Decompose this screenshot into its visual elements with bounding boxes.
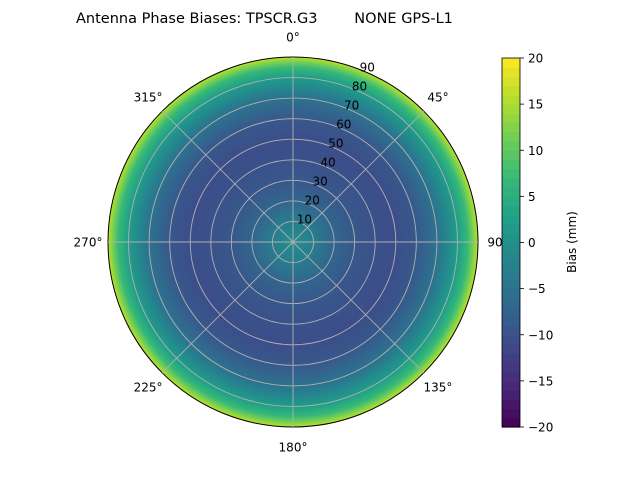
colorbar-segment xyxy=(502,104,520,114)
angular-tick-label: 315° xyxy=(134,91,163,105)
colorbar-tick-label: 10 xyxy=(528,144,543,158)
colorbar-tick-label: 5 xyxy=(528,190,536,204)
angular-tick-label: 180° xyxy=(279,441,308,455)
colorbar-tick-label: −20 xyxy=(528,421,553,435)
colorbar-segment xyxy=(502,58,520,68)
colorbar-segment xyxy=(502,288,520,299)
colorbar-segment xyxy=(502,214,520,225)
colorbar-segment xyxy=(502,343,520,354)
colorbar-segment xyxy=(502,417,520,428)
radial-tick-label: 60 xyxy=(336,117,351,131)
colorbar-segment xyxy=(502,141,520,151)
colorbar-segment xyxy=(502,168,520,179)
colorbar-segment xyxy=(502,224,520,234)
colorbar-segment xyxy=(502,94,520,105)
radial-tick-label: 40 xyxy=(320,155,335,169)
angular-tick-label: 0° xyxy=(286,31,300,45)
angular-gridline xyxy=(292,110,425,243)
radial-tick-label: 30 xyxy=(312,174,327,188)
colorbar-segment xyxy=(502,362,520,373)
colorbar-segment xyxy=(502,260,520,271)
colorbar: 20 15 10 5 0 −5 −10 −15 −20 xyxy=(501,52,553,435)
radial-tick-label: 90 xyxy=(360,60,375,74)
colorbar-label: Bias (mm) xyxy=(565,211,579,273)
angular-tick-label: 135° xyxy=(424,380,453,394)
radial-tick-label: 80 xyxy=(352,79,367,93)
colorbar-segment xyxy=(502,251,520,262)
angular-tick-label: 45° xyxy=(427,91,448,105)
colorbar-segment xyxy=(502,316,520,327)
colorbar-segment xyxy=(502,113,520,124)
colorbar-segment xyxy=(502,334,520,345)
colorbar-segment xyxy=(502,307,520,317)
colorbar-segment xyxy=(502,196,520,207)
colorbar-segment xyxy=(502,353,520,364)
colorbar-tick-label: 0 xyxy=(528,236,536,250)
colorbar-segment xyxy=(502,399,520,410)
colorbar-segment xyxy=(502,150,520,161)
colorbar-segment xyxy=(502,270,520,280)
colorbar-segment xyxy=(502,408,520,419)
colorbar-segment xyxy=(502,159,520,170)
colorbar-segment xyxy=(502,371,520,382)
colorbar-segment xyxy=(502,297,520,308)
colorbar-segment xyxy=(502,233,520,244)
colorbar-tick-label: −10 xyxy=(528,328,553,342)
colorbar-segment xyxy=(502,390,520,400)
angular-gridline xyxy=(161,110,294,243)
radial-tick-labels: 10 20 30 40 50 60 70 80 90 xyxy=(297,60,375,226)
colorbar-tick-label: 20 xyxy=(528,52,543,66)
radial-tick-label: 50 xyxy=(328,136,343,150)
angular-tick-label: 270° xyxy=(74,236,103,250)
colorbar-segment xyxy=(502,205,520,216)
colorbar-segment xyxy=(502,242,520,253)
colorbar-tick-label: −15 xyxy=(528,374,553,388)
colorbar-segment xyxy=(502,76,520,87)
polar-grid xyxy=(107,56,479,428)
colorbar-tick-label: 15 xyxy=(528,98,543,112)
chart-title: Antenna Phase Biases: TPSCR.G3 NONE GPS-… xyxy=(76,11,453,27)
colorbar-segment xyxy=(502,187,520,197)
radial-tick-label: 10 xyxy=(297,212,312,226)
colorbar-segment xyxy=(502,325,520,336)
colorbar-segment xyxy=(502,177,520,188)
colorbar-segment xyxy=(502,67,520,78)
radial-tick-label: 20 xyxy=(305,193,320,207)
radial-tick-label: 70 xyxy=(344,98,359,112)
angular-gridline xyxy=(161,241,294,374)
colorbar-segment xyxy=(502,380,520,391)
colorbar-segment xyxy=(502,122,520,133)
angular-tick-label: 225° xyxy=(134,380,163,394)
colorbar-segment xyxy=(502,131,520,142)
colorbar-tick-label: −5 xyxy=(528,282,546,296)
angular-tick-labels: 0°45°90°135°180°225°270°315° xyxy=(74,31,509,455)
colorbar-segment xyxy=(502,279,520,290)
angular-gridline xyxy=(292,241,425,374)
colorbar-segment xyxy=(502,85,520,96)
